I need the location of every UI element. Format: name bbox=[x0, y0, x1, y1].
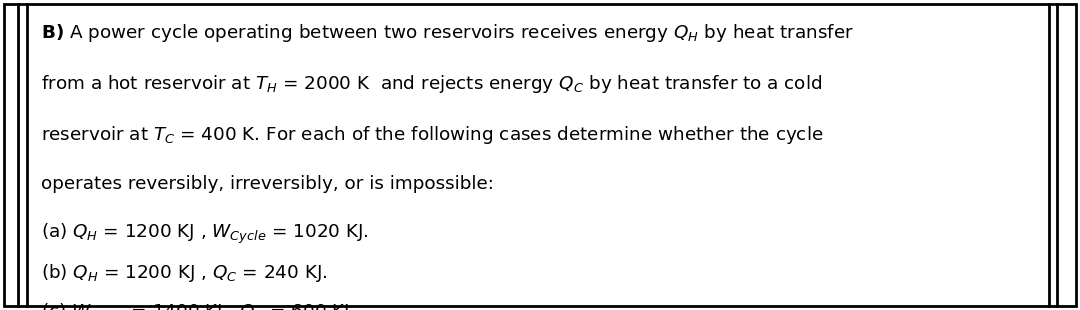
Text: operates reversibly, irreversibly, or is impossible:: operates reversibly, irreversibly, or is… bbox=[41, 175, 494, 193]
Text: (c) $W_{Cycle}$ = 1400 KJ , $Q_C$ = 600 KJ: (c) $W_{Cycle}$ = 1400 KJ , $Q_C$ = 600 … bbox=[41, 302, 350, 310]
Text: $\mathbf{B)}$ A power cycle operating between two reservoirs receives energy $Q_: $\mathbf{B)}$ A power cycle operating be… bbox=[41, 22, 854, 44]
Text: (a) $Q_H$ = 1200 KJ , $W_{Cycle}$ = 1020 KJ.: (a) $Q_H$ = 1200 KJ , $W_{Cycle}$ = 1020… bbox=[41, 222, 368, 246]
Text: reservoir at $T_C$ = 400 K. For each of the following cases determine whether th: reservoir at $T_C$ = 400 K. For each of … bbox=[41, 124, 823, 146]
Text: (b) $Q_H$ = 1200 KJ , $Q_C$ = 240 KJ.: (b) $Q_H$ = 1200 KJ , $Q_C$ = 240 KJ. bbox=[41, 262, 327, 284]
Text: from a hot reservoir at $T_H$ = 2000 K  and rejects energy $Q_C$ by heat transfe: from a hot reservoir at $T_H$ = 2000 K a… bbox=[41, 73, 822, 95]
